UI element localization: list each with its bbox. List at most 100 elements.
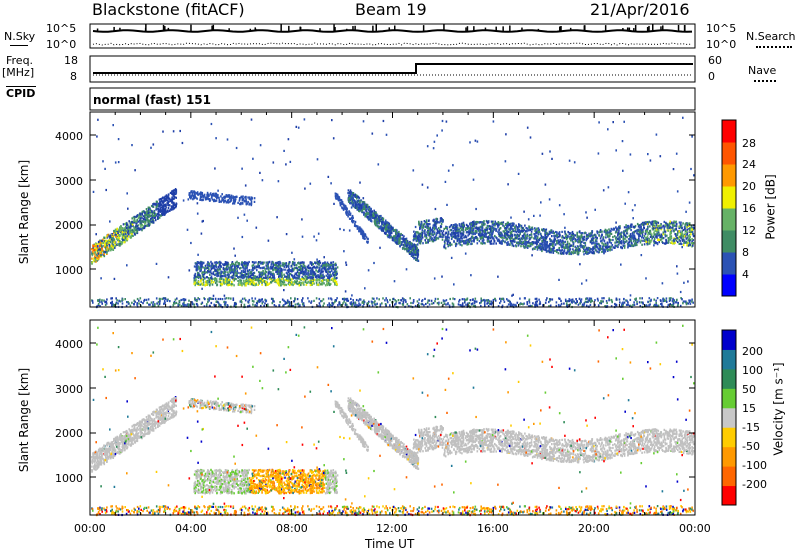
power-cell [297,262,299,265]
power-cell [553,234,555,237]
power-cell [198,276,200,279]
power-cell [374,212,376,215]
power-cell [198,261,200,264]
power-cell [135,225,137,228]
power-cell [246,202,249,205]
power-cell [303,270,305,274]
power-cell [231,264,234,267]
power-cell [115,231,118,234]
power-cell [665,239,668,242]
power-cell [292,276,294,279]
power-cell [96,259,98,262]
power-cell [96,256,99,260]
power-cell [372,212,375,215]
power-cell [401,241,403,244]
power-cell [651,220,653,223]
power-cell [471,242,473,245]
power-cell [142,210,144,213]
power-cell [244,275,247,278]
power-cell [305,277,308,281]
power-cell [423,223,426,226]
power-cell [641,243,643,246]
power-cell [96,252,99,255]
power-cell [233,201,235,204]
power-cell [546,240,549,244]
power-cell [348,197,350,200]
power-cell [361,200,364,203]
power-cell [584,244,587,247]
power-cell [288,280,290,283]
power-cell [136,218,138,221]
power-cell [516,233,519,236]
power-cell [277,278,279,281]
power-cell [243,270,245,273]
power-cell [327,263,329,266]
power-cell [362,233,365,236]
power-cell [130,230,133,234]
power-cell [304,270,306,273]
power-cell [662,237,665,240]
power-cell [165,206,167,209]
power-cell [445,227,447,230]
power-cell [139,213,142,216]
power-cell [352,202,355,205]
power-cell [348,217,351,220]
power-cell [624,229,627,232]
power-cell [270,271,272,274]
power-cell [91,248,93,251]
power-cell [138,219,141,222]
power-cell [401,234,404,237]
power-cell [542,239,545,242]
power-cell [250,271,252,274]
power-cell [472,239,475,242]
power-cell [120,232,123,235]
power-cell [365,236,368,239]
power-cell [364,205,366,208]
power-cell [316,261,318,264]
power-cell [688,222,691,225]
power-cell [536,248,539,251]
power-cell [567,235,569,238]
power-cell [164,195,167,198]
freq-tick-high: 18 [64,54,78,67]
power-cell [407,242,409,245]
power-cell [230,267,233,270]
power-cell [152,211,155,214]
power-cell [194,280,197,283]
power-cell [158,216,161,219]
power-cell [320,269,323,272]
power-cell [675,233,677,236]
power-cell [334,196,337,199]
power-cell [207,194,209,197]
power-cell [146,211,149,214]
power-cell [167,195,169,198]
power-cell [136,214,139,217]
power-cell [163,203,165,207]
power-cell [285,275,287,278]
power-cell [334,272,337,275]
power-cell [276,280,278,283]
power-cell [682,238,685,241]
power-cell [240,282,242,285]
power-cell [120,231,122,234]
power-cell [339,203,342,206]
power-cell [653,241,656,244]
power-cell [309,266,311,270]
power-cell [614,241,616,244]
power-cell [218,265,220,269]
power-cell [552,230,554,233]
power-cell [526,236,528,239]
power-cell [264,281,266,284]
power-cell [517,241,519,244]
power-cell [247,279,249,283]
power-cell [386,234,389,237]
power-cell [307,264,310,267]
power-cell [351,218,353,221]
power-cell [234,267,236,270]
power-cell [535,231,538,234]
power-cell [247,273,250,276]
power-cell [253,265,256,268]
power-cell [545,241,547,244]
power-cell [150,217,152,220]
power-cell [352,193,355,196]
